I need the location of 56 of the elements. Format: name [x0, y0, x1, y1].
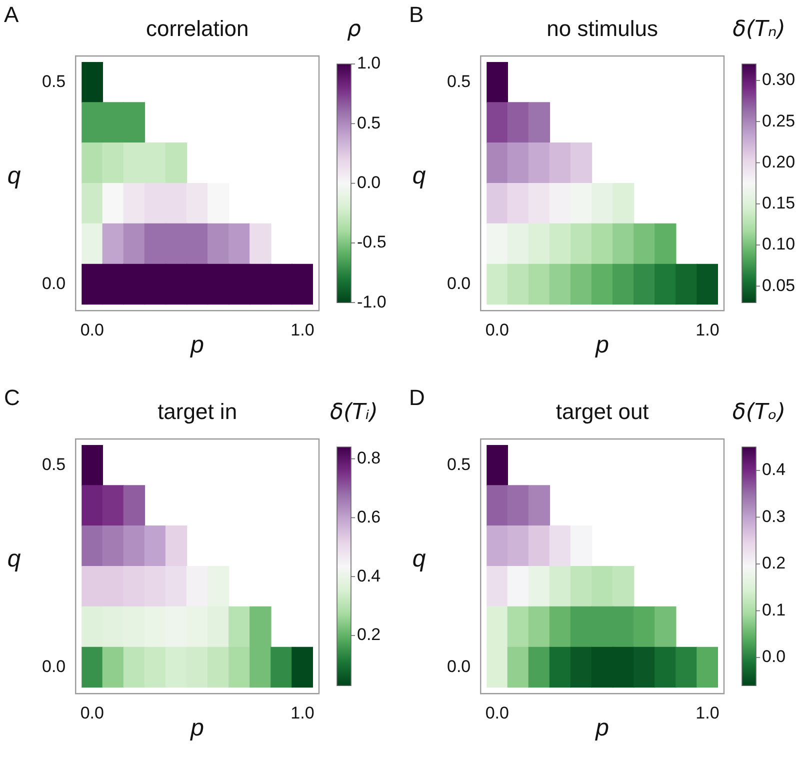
text: D — [409, 385, 425, 410]
y-axis-title: q — [7, 545, 22, 572]
x-tick-label: 0.0 — [80, 320, 104, 340]
chart-title: target out — [556, 399, 649, 424]
y-tick-label: 0.0 — [42, 274, 66, 294]
color-bar-label: 0.0 — [357, 172, 381, 192]
color-bar-label: 0.6 — [357, 507, 381, 526]
x-axis-title: p — [190, 714, 204, 742]
color-bar-label: 1.0 — [357, 54, 381, 73]
chart-title: no stimulus — [546, 16, 658, 41]
color-bar-label: 0.20 — [762, 152, 796, 172]
x-tick-label: 0.0 — [485, 703, 509, 722]
color-bar-label: 0.1 — [762, 600, 786, 620]
color-bar-label: 0.10 — [762, 234, 796, 254]
color-bar-label: 0.8 — [357, 448, 381, 468]
x-tick-label: 0.0 — [485, 320, 509, 340]
color-bar-label: -0.5 — [357, 232, 386, 252]
y-tick-label: 0.5 — [446, 72, 471, 91]
color-bar-label: 0.2 — [762, 554, 786, 573]
color-bar-label: -1.0 — [357, 292, 386, 312]
color-bar-label: 0.4 — [357, 566, 381, 586]
x-axis-title: p — [594, 332, 609, 359]
text: C — [4, 385, 20, 410]
chart-title: correlation — [146, 16, 249, 41]
color-bar-title: δ(Tₙ) — [732, 17, 786, 42]
y-tick-label: 0.5 — [446, 454, 471, 474]
color-bar-label: 0.25 — [762, 111, 796, 130]
x-tick-label: 1.0 — [696, 703, 720, 722]
y-tick-label: 0.5 — [42, 72, 66, 91]
color-bar-title: ρ — [347, 17, 362, 42]
color-bar-title: δ(Tₒ) — [732, 400, 786, 425]
y-tick-label: 0.0 — [446, 657, 471, 676]
y-tick-label: 0.0 — [446, 274, 471, 294]
y-tick-label: 0.5 — [42, 454, 66, 474]
color-bar-label: 0.15 — [762, 194, 796, 213]
x-tick-label: 1.0 — [290, 320, 314, 340]
x-tick-label: 1.0 — [290, 703, 314, 722]
color-bar-label: 0.0 — [762, 647, 786, 666]
y-axis-title: q — [412, 545, 426, 572]
y-axis-title: q — [412, 162, 426, 190]
x-tick-label: 0.0 — [80, 703, 104, 722]
x-tick-label: 1.0 — [696, 320, 720, 340]
color-bar-label: 0.5 — [357, 113, 381, 132]
color-bar-label: 0.05 — [762, 276, 796, 295]
color-bar-title: δ(Tᵢ) — [330, 400, 378, 425]
text: A — [4, 2, 19, 27]
y-axis-title: q — [7, 162, 22, 190]
x-axis-title: p — [594, 714, 609, 742]
chart-title: target in — [158, 399, 238, 424]
color-bar-label: 0.3 — [762, 506, 786, 526]
color-bar-label: 0.4 — [762, 460, 786, 480]
color-bar-label: 0.2 — [357, 625, 381, 644]
text: B — [409, 2, 424, 27]
color-bar-label: 0.30 — [762, 70, 796, 90]
y-tick-label: 0.0 — [42, 657, 66, 676]
x-axis-title: p — [190, 332, 204, 359]
